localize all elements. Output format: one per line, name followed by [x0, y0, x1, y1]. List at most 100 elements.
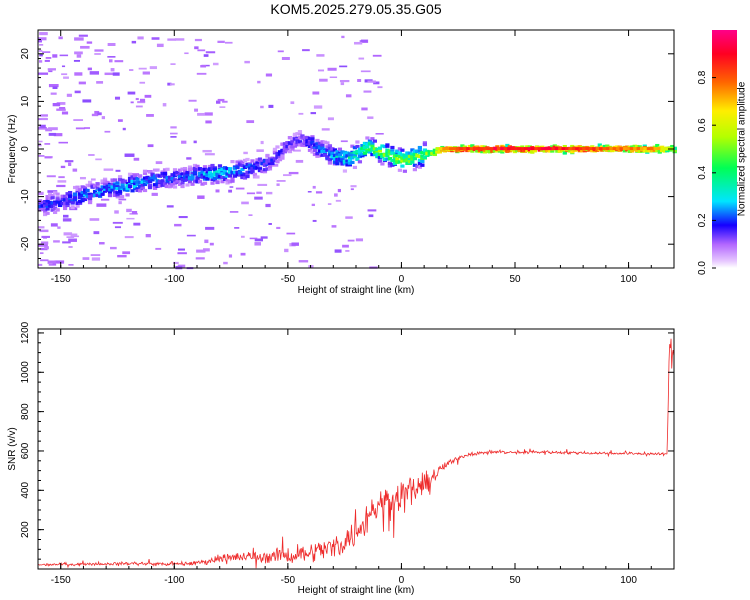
snr-y-tick-label: 1200 [20, 321, 31, 344]
spectrogram-noise-cell [350, 185, 357, 188]
spectrogram-ridge-cell [200, 167, 205, 172]
spectrogram-noise-cell [139, 98, 146, 102]
spectrogram-ridge-cell [227, 167, 233, 171]
spectrogram-ridge-cell [112, 193, 118, 198]
spectrogram-ridge-cell [212, 170, 218, 175]
spectrogram-core-cell [582, 147, 587, 151]
spectrogram-noise-cell [277, 50, 284, 53]
spectrogram-ridge-cell [187, 180, 193, 184]
spectrogram-noise-cell [194, 46, 199, 50]
spectrogram-ridge-cell [655, 143, 660, 148]
spectrogram-noise-cell [122, 251, 131, 255]
colorbar-tick-label: 0.4 [697, 165, 708, 179]
spectrogram-ridge-cell [65, 199, 70, 203]
spectrogram-noise-cell [327, 117, 334, 121]
spectrogram-noise-cell [327, 203, 332, 205]
spectrogram-ridge-cell [245, 170, 250, 174]
spectrogram-ridge-cell [482, 150, 487, 154]
spectrogram-noise-cell [71, 233, 78, 236]
spectrogram-ridge-cell [155, 184, 160, 189]
spectrogram-noise-cell [195, 257, 205, 260]
spectrogram-noise-cell [56, 108, 66, 111]
spectrogram-ridge-cell [347, 161, 353, 165]
spectrogram-noise-cell [151, 192, 158, 196]
spectrogram-ridge-cell [417, 145, 422, 150]
spectrogram-ridge-cell [77, 199, 83, 204]
spectrogram-ridge-cell [287, 141, 293, 145]
spectrogram-ridge-cell [102, 179, 108, 183]
spectrogram-ridge-cell [212, 177, 218, 181]
spectrogram-ridge-cell [130, 176, 135, 181]
spectrogram-ridge-cell [55, 196, 60, 200]
spectrogram-noise-cell [360, 70, 371, 73]
spectrogram-noise-cell [38, 191, 44, 195]
colorbar: 0.0 0.2 0.4 0.6 0.8 Normalized spectral ampl… [697, 30, 748, 275]
spectrogram-noise-cell [204, 239, 209, 244]
spectrogram-noise-cell [56, 184, 66, 188]
spectrogram-ridge-cell [545, 148, 550, 152]
spectrogram-ridge-cell [132, 185, 138, 189]
spectrogram-ridge-cell [337, 151, 343, 155]
spectrogram-ridge-cell [642, 144, 647, 148]
spectrogram-ridge-cell [617, 148, 622, 152]
spectrogram-noise-cell [197, 49, 206, 52]
spectrogram-noise-cell [178, 216, 188, 219]
spectrogram-ridge-cell [242, 158, 248, 163]
spectrogram-ridge-cell [332, 148, 338, 152]
spectrogram-ridge-cell [120, 185, 125, 189]
spectrogram-ridge-cell [320, 146, 325, 150]
spectrogram-ridge-cell [312, 152, 318, 157]
spectrogram-noise-cell [101, 116, 106, 120]
snr-x-tick-label: -150 [51, 575, 71, 586]
spectrogram-ridge-cell [107, 188, 113, 192]
spectrogram-noise-cell [118, 198, 127, 201]
spectrogram-ridge-cell [67, 190, 73, 195]
spectrogram-ridge-cell [310, 150, 315, 154]
spectrogram-ridge-cell [325, 148, 330, 152]
spectrogram-noise-cell [52, 54, 58, 58]
spectrogram-ridge-cell [415, 154, 420, 158]
spectrogram-ridge-cell [315, 138, 320, 143]
spectrogram-ridge-cell [325, 145, 330, 149]
spectrogram-ridge-cell [230, 160, 235, 164]
spectrogram-noise-cell [357, 79, 362, 82]
spectrogram-ridge-cell [75, 204, 80, 208]
spectrogram-ridge-cell [337, 157, 343, 161]
spectrogram-ridge-cell [580, 149, 585, 153]
spectrogram-ridge-cell [335, 150, 340, 154]
spectrogram-noise-cell [126, 208, 132, 213]
spectrogram-ridge-cell [240, 172, 245, 176]
spectrogram-core-cell [547, 147, 552, 151]
spectrogram-ridge-cell [140, 186, 145, 190]
spectrogram-ridge-cell [512, 148, 517, 153]
spectrogram-noise-cell [335, 199, 341, 202]
spectrogram-ridge-cell [192, 166, 198, 171]
spectrogram-ridge-cell [297, 143, 303, 147]
spectrogram-ridge-cell [370, 141, 375, 145]
spectrogram-ridge-cell [395, 149, 400, 153]
spectrogram-ridge-cell [177, 172, 183, 177]
spectrogram-ridge-cell [130, 179, 135, 184]
spectrogram-core-cell [578, 147, 583, 151]
spectrogram-core-cell [486, 147, 491, 151]
spectrogram-ridge-cell [282, 147, 288, 151]
spectrogram-core-cell [551, 147, 556, 151]
spectrogram-ridge-cell [560, 148, 565, 153]
spectrogram-ridge-cell [257, 157, 263, 161]
spectrogram-noise-cell [184, 52, 189, 55]
spectrogram-ridge-cell [352, 146, 358, 150]
spectrogram-ridge-cell [312, 143, 318, 147]
spectrogram-ridge-cell [505, 143, 510, 148]
spectrogram-ridge-cell [395, 157, 400, 161]
spectrogram-noise-cell [82, 257, 90, 260]
spectrogram-ridge-cell [185, 175, 190, 179]
spectrogram-noise-cell [243, 151, 248, 155]
spectrogram-ridge-cell [455, 149, 460, 153]
spectrogram-ridge-cell [92, 193, 98, 198]
spectrogram-ridge-cell [380, 162, 385, 166]
spectrogram-noise-cell [266, 191, 273, 195]
spectrogram-ridge-cell [410, 160, 415, 164]
spectrogram-ridge-cell [115, 181, 120, 185]
spectrogram-noise-cell [44, 142, 51, 145]
spectrogram-ridge-cell [210, 177, 215, 182]
